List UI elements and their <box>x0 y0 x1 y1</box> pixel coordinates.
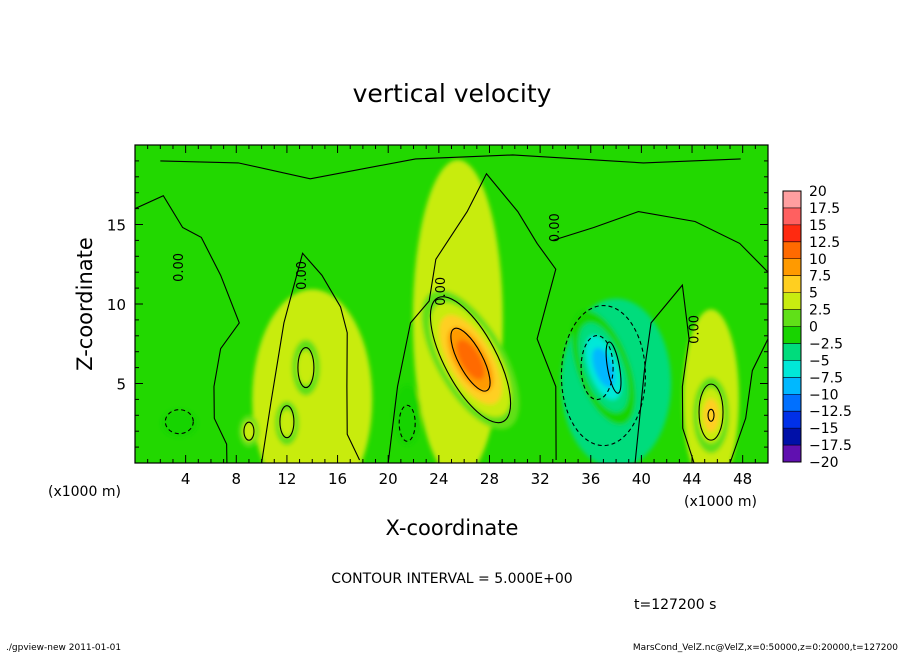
y-tick-label: 5 <box>116 376 126 394</box>
zero-contour <box>261 252 361 463</box>
colorbar-label: −17.5 <box>809 438 852 454</box>
colorbar-label: 12.5 <box>809 235 840 251</box>
zero-contour <box>552 211 768 273</box>
x-tick-label: 40 <box>632 470 651 488</box>
x-tick-label: 44 <box>682 470 701 488</box>
y-axis-label: Z-coordinate <box>73 237 97 371</box>
colorbar-label: 0 <box>809 320 818 336</box>
negative-contour <box>560 304 646 447</box>
colorbar-swatch <box>783 445 801 463</box>
colorbar-label: −5 <box>809 353 830 369</box>
contour-line <box>279 405 295 439</box>
colorbar-label: 7.5 <box>809 269 831 285</box>
x-tick-label: 32 <box>531 470 550 488</box>
updraft-core <box>456 339 485 380</box>
negative-contour <box>164 409 194 435</box>
downdraft-core <box>397 403 418 444</box>
updraft-core <box>279 409 295 437</box>
x-tick-label: 28 <box>480 470 499 488</box>
zero-contour <box>387 172 557 463</box>
colorbar-label: −7.5 <box>809 370 843 386</box>
x-axis: 4 8 12 16 20 24 28 32 36 40 44 48 <box>147 145 756 488</box>
colorbar-label: 20 <box>809 184 827 200</box>
colorbar-label: 17.5 <box>809 201 840 217</box>
contour-line <box>243 421 255 441</box>
time-text: t=127200 s <box>634 597 716 613</box>
colorbar-swatch <box>783 428 801 446</box>
y-tick-label: 15 <box>107 217 126 235</box>
colorbar-label: 15 <box>809 218 827 234</box>
zero-contour <box>160 154 741 180</box>
colorbar-swatch <box>783 258 801 276</box>
colorbar: 2017.51512.5107.552.50−2.5−5−7.5−10−12.5… <box>782 184 852 471</box>
x-tick-label: 8 <box>232 470 242 488</box>
colorbar-swatch <box>783 343 801 361</box>
x-unit-right: (x1000 m) <box>684 494 757 510</box>
contour-label: 0.00 <box>687 315 702 344</box>
colorbar-label: −15 <box>809 421 839 437</box>
colorbar-swatch <box>783 326 801 344</box>
x-tick-label: 24 <box>429 470 448 488</box>
x-tick-label: 12 <box>277 470 296 488</box>
downdraft-core <box>165 409 194 438</box>
colorbar-label: −12.5 <box>809 404 852 420</box>
contour-line <box>707 408 715 422</box>
contour-line <box>605 341 622 394</box>
x-tick-label: 20 <box>379 470 398 488</box>
y-tick-label: 10 <box>107 296 126 314</box>
colorbar-swatch <box>783 224 801 243</box>
x-axis-label: X-coordinate <box>386 516 519 540</box>
contour-interval-text: CONTOUR INTERVAL = 5.000E+00 <box>331 571 572 587</box>
colorbar-swatch <box>783 191 801 209</box>
negative-contour <box>580 335 614 401</box>
downdraft-core <box>592 347 615 388</box>
contour-lines <box>135 154 768 463</box>
colorbar-swatch <box>783 241 801 260</box>
x-tick-label: 16 <box>328 470 347 488</box>
colorbar-swatch <box>783 309 801 327</box>
contour-line <box>450 327 491 392</box>
colorbar-swatch <box>783 394 801 412</box>
colorbar-swatch <box>783 207 801 226</box>
footer-left: ./gpview-new 2011-01-01 <box>6 643 121 653</box>
colorbar-swatch <box>783 377 801 395</box>
zero-contour <box>729 337 768 463</box>
updraft-core <box>297 350 315 385</box>
contour-labels: 0.00 0.00 0.00 0.00 0.00 <box>172 213 702 344</box>
x-tick-label: 48 <box>733 470 752 488</box>
contour-label: 0.00 <box>434 277 449 306</box>
colorbar-label: 2.5 <box>809 303 831 319</box>
contour-label: 0.00 <box>172 253 187 282</box>
colorbar-label: 5 <box>809 286 818 302</box>
updraft-core <box>703 398 720 433</box>
colorbar-label: −10 <box>809 387 839 403</box>
colorbar-label: 10 <box>809 252 827 268</box>
x-unit-left: (x1000 m) <box>48 484 121 500</box>
updraft-core <box>242 421 256 442</box>
field-band <box>252 289 373 463</box>
plot-area <box>135 145 768 463</box>
zero-contour <box>634 283 695 463</box>
colorbar-label: −20 <box>809 455 839 471</box>
negative-contour <box>398 404 416 442</box>
contour-label: 0.00 <box>295 261 310 290</box>
contour-label: 0.00 <box>548 213 563 242</box>
x-tick-label: 36 <box>581 470 600 488</box>
y-axis: 5 10 15 <box>107 160 768 448</box>
colorbar-swatch <box>783 411 801 429</box>
contour-line <box>698 383 724 441</box>
colorbar-swatch <box>783 360 801 378</box>
contour-line <box>297 347 315 389</box>
contour-line <box>429 296 512 424</box>
colorbar-label: −2.5 <box>809 336 843 352</box>
colorbar-swatch <box>783 275 801 293</box>
zero-contour <box>135 194 240 463</box>
chart-title: vertical velocity <box>353 79 552 108</box>
colorbar-swatch <box>783 292 801 310</box>
footer-right: MarsCond_VelZ.nc@VelZ,x=0:50000,z=0:2000… <box>633 643 898 653</box>
x-tick-label: 4 <box>181 470 191 488</box>
